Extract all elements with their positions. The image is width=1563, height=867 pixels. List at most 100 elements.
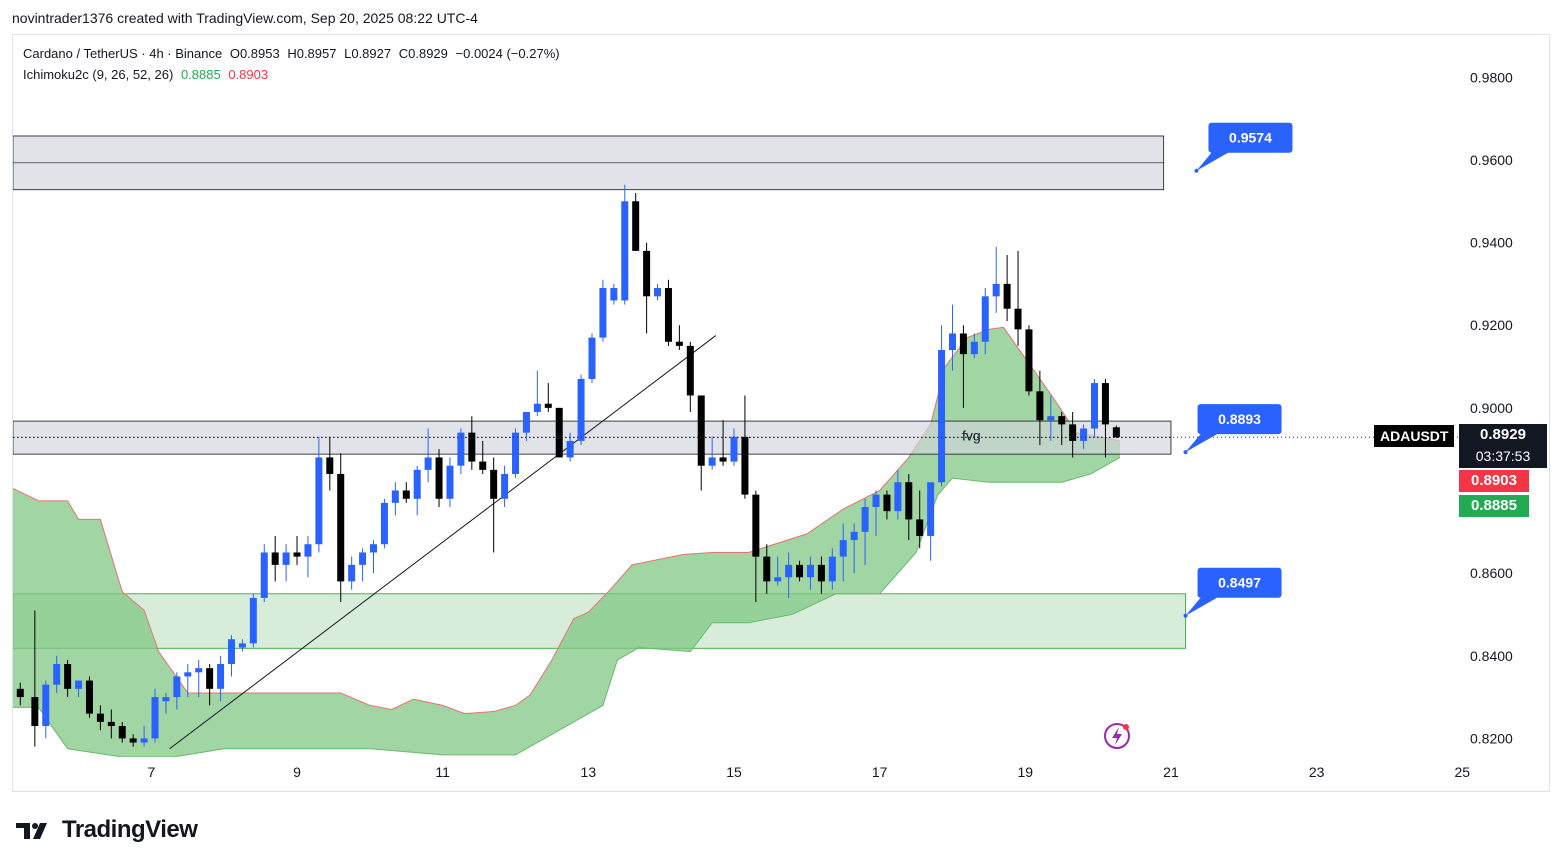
candle-body bbox=[675, 341, 683, 346]
candle-body bbox=[424, 457, 432, 470]
candle-body bbox=[796, 564, 804, 578]
ichimoku-red-label: 0.8903 bbox=[1459, 470, 1529, 492]
candle-body bbox=[599, 288, 607, 338]
candle-body bbox=[304, 544, 312, 557]
indicator-value-red: 0.8903 bbox=[228, 67, 269, 82]
ichimoku-span-b bbox=[13, 457, 1121, 757]
candle-body bbox=[140, 738, 148, 743]
candle-body bbox=[785, 564, 793, 578]
candle-body bbox=[1080, 428, 1088, 441]
candle-body bbox=[151, 697, 159, 739]
candle-body bbox=[1069, 424, 1077, 441]
candle-body bbox=[173, 676, 181, 698]
price-tick-label: 0.8600 bbox=[1470, 565, 1513, 581]
candle-body bbox=[96, 713, 104, 722]
tradingview-logo-icon bbox=[16, 823, 47, 839]
candle-body bbox=[992, 283, 1000, 297]
candle-body bbox=[544, 403, 552, 408]
candle-body bbox=[326, 457, 334, 474]
ohlc-high: H0.8957 bbox=[287, 46, 337, 61]
candle-body bbox=[293, 552, 301, 557]
candle-body bbox=[512, 432, 520, 474]
date-tick-label: 15 bbox=[726, 764, 742, 780]
candle-body bbox=[839, 540, 847, 557]
candle-body bbox=[752, 494, 760, 557]
symbol-legend[interactable]: Cardano / TetherUS · 4h · Binance O0.895… bbox=[23, 46, 564, 61]
candle-body bbox=[402, 490, 410, 499]
candle-body bbox=[708, 457, 716, 466]
candle-body bbox=[370, 544, 377, 553]
callout-anchor-2 bbox=[1183, 450, 1188, 455]
candle-body bbox=[1058, 416, 1066, 425]
candle-body bbox=[686, 345, 694, 396]
symbol-price-label: ADAUSDT bbox=[1374, 425, 1455, 447]
fvg-label: fvg bbox=[962, 428, 981, 444]
candle-body bbox=[817, 564, 825, 582]
last-price-box: 0.8929 03:37:53 bbox=[1459, 424, 1547, 468]
price-tick-label: 0.9200 bbox=[1470, 317, 1513, 333]
callout-label-2: 0.8893 bbox=[1218, 411, 1261, 427]
candle-body bbox=[249, 597, 257, 644]
date-tick-label: 11 bbox=[435, 764, 450, 780]
callout-anchor-1 bbox=[1194, 168, 1199, 173]
alert-dot-icon bbox=[1123, 724, 1129, 730]
indicator-legend[interactable]: Ichimoku2c (9, 26, 52, 26) 0.8885 0.8903 bbox=[23, 67, 272, 82]
chart-credit: novintrader1376 created with TradingView… bbox=[12, 10, 478, 26]
chart-frame bbox=[12, 34, 1550, 792]
candle-body bbox=[162, 697, 170, 702]
candle-body bbox=[861, 507, 869, 532]
date-tick-label: 21 bbox=[1163, 764, 1179, 780]
candle-body bbox=[271, 552, 279, 565]
lightning-icon bbox=[1112, 727, 1122, 745]
candle-body bbox=[282, 552, 290, 565]
candle-body bbox=[719, 457, 727, 462]
candle-body bbox=[227, 639, 235, 665]
candle-body bbox=[31, 697, 39, 727]
candle-body bbox=[446, 465, 454, 499]
candle-body bbox=[16, 688, 24, 698]
candle-body bbox=[872, 494, 880, 508]
candle-body bbox=[577, 378, 585, 441]
price-tick-label: 0.8200 bbox=[1470, 730, 1513, 746]
tradingview-logo[interactable]: TradingView bbox=[16, 816, 198, 844]
callout-label-1: 0.9574 bbox=[1229, 130, 1272, 146]
candle-body bbox=[1025, 329, 1033, 392]
candle-body bbox=[315, 457, 323, 545]
candle-body bbox=[828, 556, 836, 582]
candle-body bbox=[970, 341, 978, 355]
candle-body bbox=[938, 350, 946, 483]
candle-body bbox=[959, 333, 967, 355]
date-tick-label: 19 bbox=[1018, 764, 1034, 780]
candle-body bbox=[1014, 308, 1022, 330]
candle-body bbox=[184, 672, 192, 677]
candle-body bbox=[457, 432, 465, 466]
candle-body bbox=[64, 664, 72, 689]
price-tick-label: 0.9600 bbox=[1470, 152, 1513, 168]
candle-body bbox=[85, 680, 93, 714]
candle-body bbox=[501, 473, 509, 499]
date-tick-label: 25 bbox=[1454, 764, 1470, 780]
candle-body bbox=[42, 684, 50, 727]
candle-body bbox=[359, 552, 367, 565]
candle-body bbox=[391, 490, 399, 503]
candle-body bbox=[730, 436, 738, 462]
candle-body bbox=[468, 432, 476, 462]
candle-body bbox=[741, 436, 749, 495]
candle-body bbox=[118, 726, 126, 739]
ohlc-change: −0.0024 (−0.27%) bbox=[455, 46, 560, 61]
candle-body bbox=[664, 288, 672, 342]
candle-body bbox=[1036, 391, 1044, 421]
candle-body bbox=[217, 664, 225, 689]
ohlc-open: O0.8953 bbox=[229, 46, 280, 61]
candle-body bbox=[566, 440, 574, 458]
ohlc-low: L0.8927 bbox=[344, 46, 392, 61]
price-tick-label: 0.8400 bbox=[1470, 648, 1513, 664]
ichimoku-cloud bbox=[13, 327, 1120, 757]
candle-body bbox=[435, 457, 443, 499]
candle-body bbox=[905, 482, 913, 520]
candle-body bbox=[1003, 283, 1011, 309]
candle-body bbox=[610, 288, 618, 301]
candle-body bbox=[894, 482, 902, 512]
date-tick-label: 9 bbox=[293, 764, 301, 780]
